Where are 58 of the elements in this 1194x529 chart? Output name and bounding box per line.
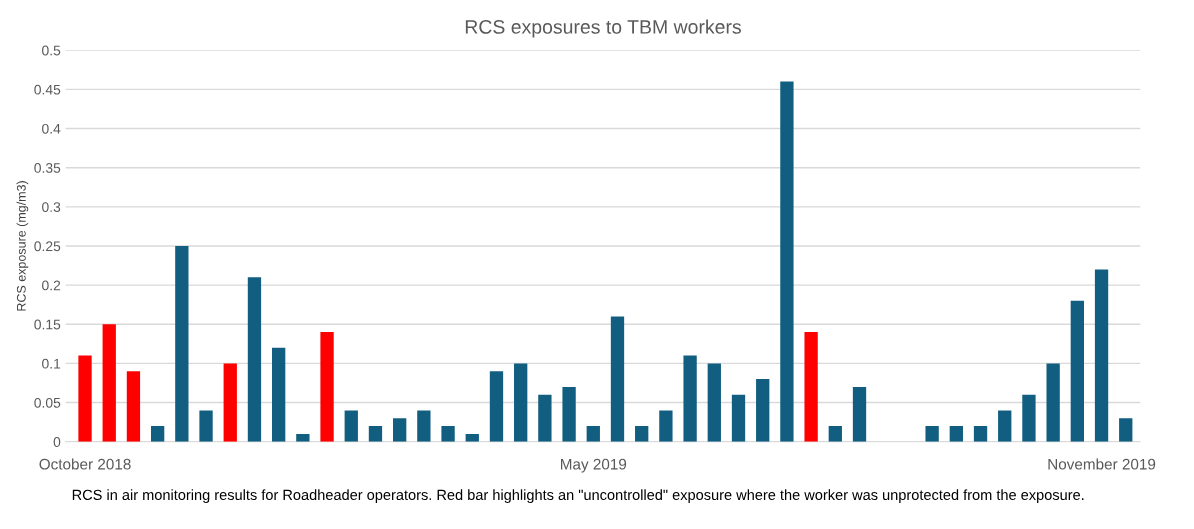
bar: [998, 410, 1012, 442]
bar: [150, 426, 165, 442]
bar: [538, 394, 552, 442]
y-tick-label: 0.5: [42, 45, 61, 56]
bar: [586, 426, 600, 442]
y-tick-label: 0.35: [34, 163, 61, 173]
y-tick-label: 0.15: [34, 319, 61, 330]
chart-title: RCS exposures to TBM workers: [465, 19, 741, 38]
bar: [828, 426, 842, 442]
bar: [223, 363, 237, 442]
bar: [126, 371, 141, 442]
bar: [417, 410, 431, 442]
bar: [78, 355, 92, 442]
x-tick-label: May 2019: [561, 458, 627, 473]
bar: [925, 426, 939, 442]
bar: [272, 347, 286, 442]
bar: [199, 410, 213, 442]
bar: [804, 332, 818, 442]
bar: [731, 394, 746, 442]
y-tick-label: 0.25: [34, 241, 61, 252]
bar: [489, 371, 504, 442]
bar: [973, 426, 988, 442]
bar: [707, 363, 721, 442]
bar: [1046, 363, 1060, 442]
x-tick-label: October 2018: [39, 458, 131, 470]
bar: [514, 363, 528, 442]
bar: [1022, 394, 1036, 442]
y-axis-title: RCS exposure (mg/m3): [16, 181, 29, 311]
y-tick-label: 0.1: [42, 358, 61, 369]
bar: [175, 245, 189, 442]
y-tick-label: 0.45: [34, 84, 61, 95]
bar: [102, 324, 116, 442]
bar: [296, 433, 310, 442]
bar: [852, 386, 867, 442]
bar: [368, 426, 383, 442]
bar: [562, 386, 576, 442]
y-tick-label: 0: [53, 437, 61, 447]
bar: [393, 418, 407, 442]
bar: [1094, 269, 1109, 442]
bar: [610, 316, 625, 442]
bar: [659, 410, 673, 442]
bar: [320, 332, 334, 442]
bar: [247, 277, 262, 442]
x-tick-label: November 2019: [1048, 458, 1156, 470]
bar: [635, 426, 649, 442]
y-tick-label: 0.2: [42, 280, 61, 291]
bar: [441, 426, 455, 442]
y-tick-label: 0.3: [42, 202, 61, 213]
bar: [683, 355, 697, 442]
text: RCS in air monitoring results for Roadheader operators. Red bar highlights an "uncontrolled" exposure where the worker was unprotected from the exposure.: [72, 489, 1084, 503]
y-tick-label: 0.05: [34, 397, 61, 408]
bar: [1070, 300, 1084, 442]
bar: [780, 81, 794, 442]
bar: [756, 379, 770, 442]
bar: [949, 426, 963, 442]
bar: [344, 410, 358, 442]
y-tick-label: 0.4: [42, 123, 61, 134]
bar: [1119, 418, 1133, 442]
